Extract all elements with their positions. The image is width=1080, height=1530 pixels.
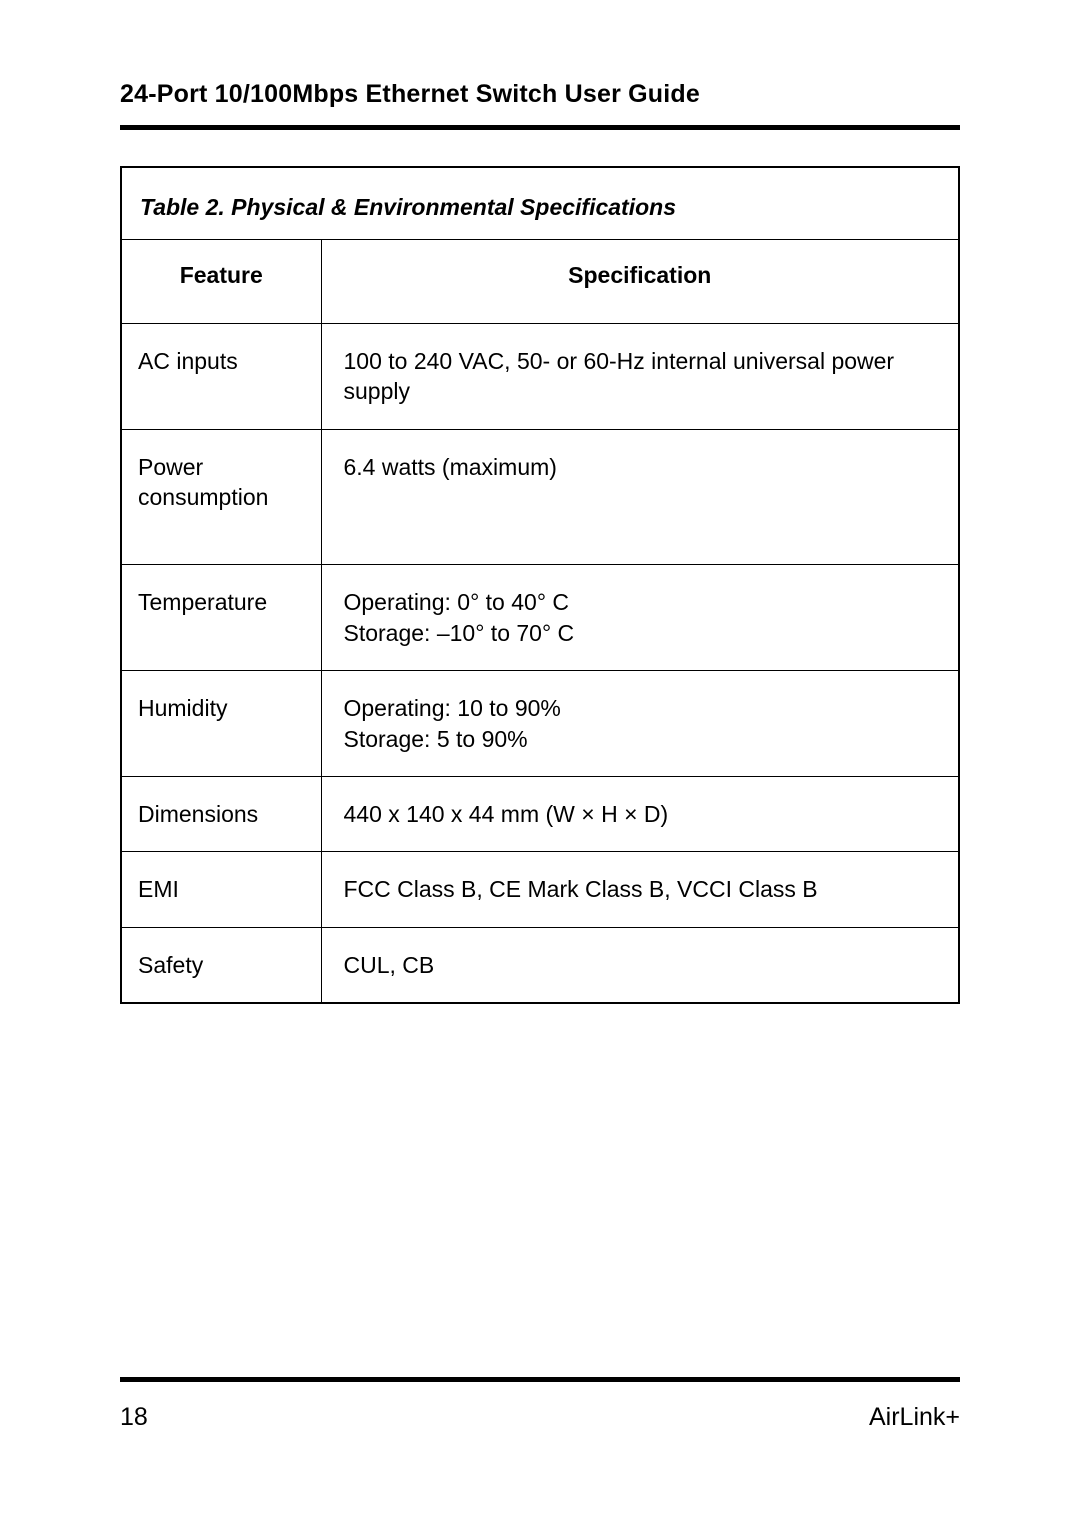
page-number: 18 (120, 1403, 148, 1432)
table-caption: Table 2. Physical & Environmental Specif… (121, 167, 959, 240)
table-row: Dimensions440 x 140 x 44 mm (W × H × D) (121, 776, 959, 851)
specification-cell: Operating: 0° to 40° CStorage: –10° to 7… (321, 565, 959, 671)
table-caption-row: Table 2. Physical & Environmental Specif… (121, 167, 959, 240)
table-row: HumidityOperating: 10 to 90%Storage: 5 t… (121, 671, 959, 777)
footer-rule (120, 1377, 960, 1382)
specification-cell: 100 to 240 VAC, 50- or 60-Hz internal un… (321, 324, 959, 430)
column-header-specification: Specification (321, 240, 959, 324)
specification-cell: 440 x 140 x 44 mm (W × H × D) (321, 776, 959, 851)
page-footer: 18 AirLink+ (120, 1403, 960, 1432)
column-header-feature: Feature (121, 240, 321, 324)
document-title: 24-Port 10/100Mbps Ethernet Switch User … (120, 80, 960, 119)
table-row: Power consumption6.4 watts (maximum) (121, 429, 959, 565)
specification-cell: CUL, CB (321, 927, 959, 1003)
table-row: TemperatureOperating: 0° to 40° CStorage… (121, 565, 959, 671)
table-header-row: Feature Specification (121, 240, 959, 324)
specification-cell: 6.4 watts (maximum) (321, 429, 959, 565)
specification-cell: Operating: 10 to 90%Storage: 5 to 90% (321, 671, 959, 777)
table-row: SafetyCUL, CB (121, 927, 959, 1003)
feature-cell: EMI (121, 852, 321, 927)
brand-name: AirLink+ (869, 1403, 960, 1432)
specifications-table: Table 2. Physical & Environmental Specif… (120, 166, 960, 1004)
table-row: EMIFCC Class B, CE Mark Class B, VCCI Cl… (121, 852, 959, 927)
feature-cell: Dimensions (121, 776, 321, 851)
feature-cell: AC inputs (121, 324, 321, 430)
feature-cell: Safety (121, 927, 321, 1003)
feature-cell: Power consumption (121, 429, 321, 565)
feature-cell: Temperature (121, 565, 321, 671)
feature-cell: Humidity (121, 671, 321, 777)
specification-cell: FCC Class B, CE Mark Class B, VCCI Class… (321, 852, 959, 927)
table-body: Table 2. Physical & Environmental Specif… (121, 167, 959, 1003)
title-rule (120, 125, 960, 130)
table-row: AC inputs100 to 240 VAC, 50- or 60-Hz in… (121, 324, 959, 430)
page: 24-Port 10/100Mbps Ethernet Switch User … (120, 80, 960, 1450)
